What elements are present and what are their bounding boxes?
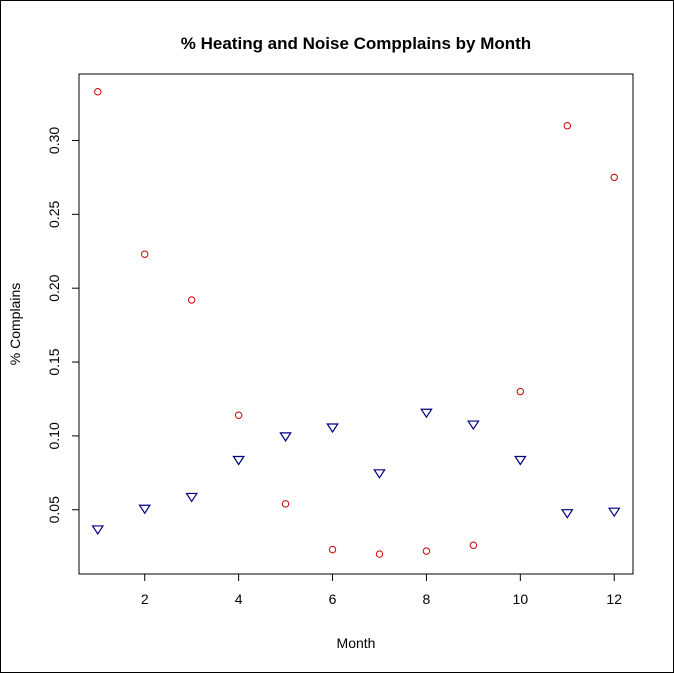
data-point-circle <box>422 547 431 555</box>
data-point-triangle <box>326 423 339 434</box>
data-point-triangle <box>138 504 152 515</box>
x-tick-label: 12 <box>606 591 622 607</box>
y-axis-label: % Complains <box>7 283 23 365</box>
chart-title: % Heating and Noise Compplains by Month <box>181 34 531 53</box>
data-point-circle <box>516 387 525 396</box>
data-point-triangle <box>91 525 105 535</box>
data-point-circle <box>141 250 149 258</box>
data-point-circle <box>94 88 102 96</box>
data-point-circle <box>610 173 618 182</box>
y-tick-label: 0.05 <box>46 496 62 523</box>
data-point-circle <box>281 500 290 508</box>
data-point-triangle <box>607 507 621 518</box>
x-tick-label: 2 <box>141 591 149 607</box>
data-point-circle <box>234 411 243 419</box>
data-point-triangle <box>467 420 480 431</box>
data-point-triangle <box>514 455 527 466</box>
x-axis: 2 4 6 8 10 12 <box>141 573 622 607</box>
data-point-circle <box>563 121 571 130</box>
x-axis-label: Month <box>337 635 376 651</box>
data-point-circle <box>469 541 478 549</box>
data-point-triangle <box>373 469 386 479</box>
data-point-triangle <box>420 408 433 419</box>
y-tick-label: 0.30 <box>46 127 62 154</box>
data-point-triangle <box>279 432 292 442</box>
data-point-triangle <box>232 455 245 466</box>
y-tick-label: 0.10 <box>46 422 62 449</box>
data-point-triangle <box>560 509 574 519</box>
y-tick-label: 0.20 <box>46 274 62 301</box>
x-tick-label: 10 <box>513 591 529 607</box>
data-point-circle <box>187 296 196 304</box>
plot-frame <box>78 73 634 575</box>
x-tick-label: 8 <box>423 591 431 607</box>
y-tick-label: 0.25 <box>46 200 62 227</box>
data-point-circle <box>375 550 384 558</box>
series-1 <box>94 88 618 558</box>
data-series-layer <box>91 88 621 558</box>
y-axis: 0.05 0.10 0.15 0.20 0.25 0.30 <box>46 127 80 523</box>
x-tick-label: 4 <box>235 591 243 607</box>
data-point-triangle <box>185 492 198 503</box>
series-2 <box>91 408 621 535</box>
x-tick-label: 6 <box>329 591 337 607</box>
y-tick-label: 0.15 <box>46 348 62 375</box>
data-point-circle <box>328 545 337 554</box>
